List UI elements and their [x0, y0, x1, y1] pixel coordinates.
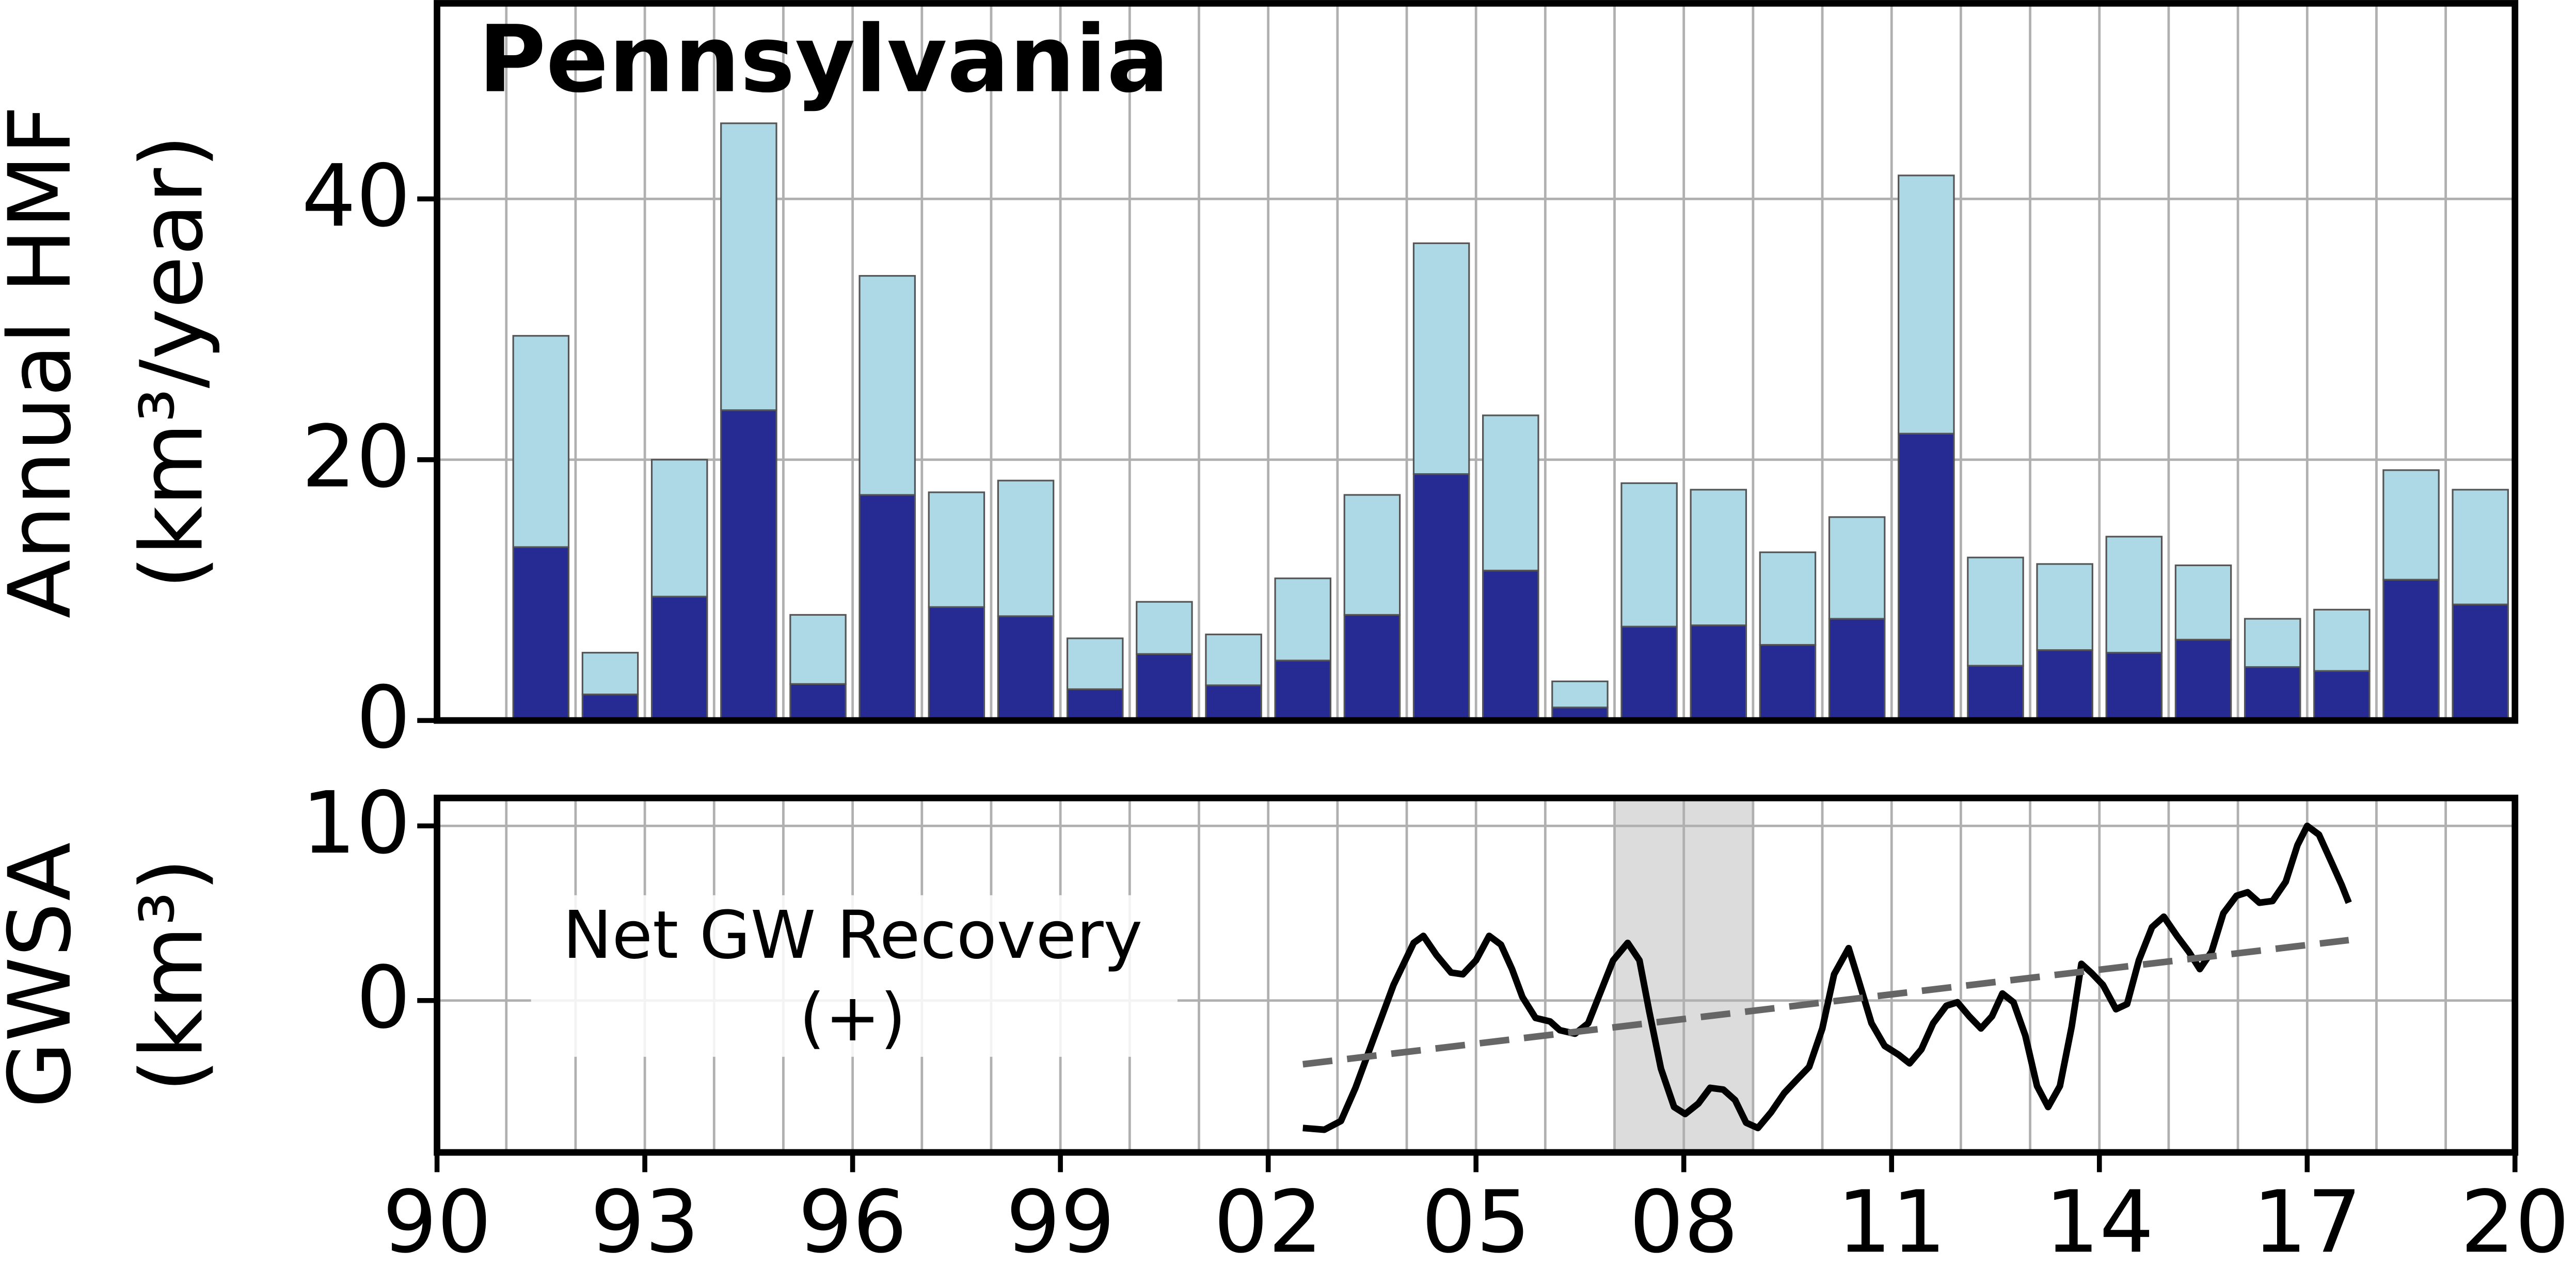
plot-frame [434, 0, 2519, 724]
bar [1967, 556, 2024, 667]
bar [1759, 551, 1817, 646]
x-tick-label: 20 [2460, 1172, 2569, 1272]
annotation: Net GW Recovery [563, 897, 1142, 974]
y-axis-label: (km³) [122, 858, 222, 1093]
bar [928, 606, 985, 721]
bar [720, 122, 777, 411]
bar [1343, 614, 1401, 721]
bar [2036, 563, 2093, 651]
bar [2105, 652, 2163, 721]
bar [1066, 688, 1124, 721]
x-tick-label: 14 [2045, 1172, 2154, 1272]
bar [581, 693, 639, 721]
bar [1205, 684, 1262, 721]
bar [1690, 489, 1747, 627]
bar [1482, 569, 1539, 721]
y-axis-label: Annual HMF [0, 105, 90, 618]
bar [997, 479, 1055, 617]
bar [2244, 666, 2301, 721]
x-tick-label: 93 [590, 1172, 699, 1272]
x-tick-label: 11 [1837, 1172, 1946, 1272]
bar [1898, 174, 1955, 435]
bar [789, 614, 847, 685]
bar [1343, 494, 1401, 616]
bar [512, 546, 570, 721]
bar [720, 409, 777, 721]
x-tick-label: 99 [1006, 1172, 1115, 1272]
bar [997, 615, 1055, 721]
x-tick-label: 08 [1629, 1172, 1738, 1272]
bar [858, 275, 916, 496]
bar [2382, 469, 2440, 581]
bar [2174, 638, 2232, 721]
bar [650, 459, 708, 598]
bar [1690, 624, 1747, 721]
bar [1759, 644, 1817, 721]
bar [1620, 482, 1678, 628]
bar [928, 491, 985, 608]
data-line [1302, 822, 2352, 1133]
bar [858, 494, 916, 721]
y-tick-label: 0 [356, 949, 411, 1048]
bar [2452, 489, 2509, 605]
bar [1136, 601, 1193, 655]
x-tick-label: 17 [2253, 1172, 2362, 1272]
y-tick-label: 0 [356, 668, 411, 768]
bar [581, 652, 639, 696]
bar [1066, 637, 1124, 690]
bar [1898, 432, 1955, 721]
bar [789, 683, 847, 721]
bar [2105, 536, 2163, 654]
bar [1551, 680, 1609, 709]
bar [1274, 577, 1332, 662]
y-axis-label: (km³/year) [122, 135, 222, 589]
annotation-box [531, 895, 1178, 1057]
bar [650, 596, 708, 721]
y-tick-label: 10 [301, 774, 410, 873]
bar [1828, 516, 1886, 620]
y-tick-label: 20 [301, 408, 410, 507]
bar [2382, 579, 2440, 721]
bar [1620, 625, 1678, 721]
y-tick-label: 40 [301, 147, 410, 246]
bar [2313, 670, 2371, 721]
bar [2244, 618, 2301, 668]
bar [1412, 473, 1470, 721]
bar [1136, 653, 1193, 721]
bar [1482, 414, 1539, 572]
bar [1967, 665, 2024, 721]
bar [1274, 660, 1332, 721]
chart-title: Pennsylvania [478, 6, 1169, 114]
x-tick-label: 02 [1214, 1172, 1323, 1272]
bar [2174, 564, 2232, 641]
annotation: (+) [799, 979, 906, 1056]
bar [1828, 618, 1886, 721]
bar [512, 335, 570, 548]
bar [1412, 242, 1470, 475]
x-tick-label: 90 [383, 1172, 491, 1272]
bar [1205, 633, 1262, 686]
x-tick-label: 96 [798, 1172, 907, 1272]
bar [2313, 608, 2371, 672]
x-tick-label: 05 [1421, 1172, 1530, 1272]
bar [2036, 649, 2093, 721]
bar [2452, 603, 2509, 721]
y-axis-label: GWSA [0, 842, 90, 1108]
